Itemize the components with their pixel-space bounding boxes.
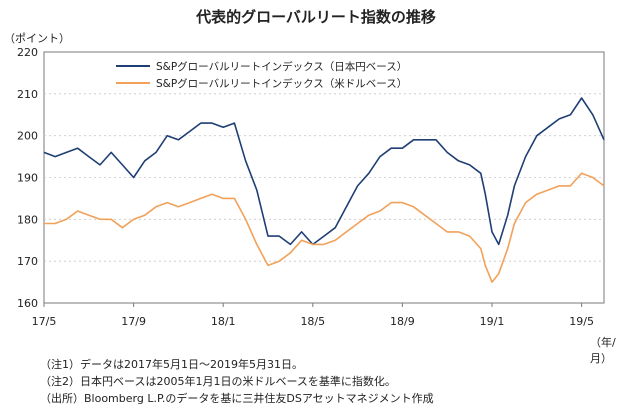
y-tick-label: 190 bbox=[17, 172, 38, 185]
series-line-usd bbox=[44, 172, 605, 283]
x-tick-label: 18/5 bbox=[300, 315, 325, 328]
x-tick-label: 19/5 bbox=[569, 315, 594, 328]
x-tick-label: 18/1 bbox=[211, 315, 236, 328]
y-tick-label: 160 bbox=[17, 297, 38, 310]
x-tick-label: 17/9 bbox=[121, 315, 146, 328]
y-tick-label: 170 bbox=[17, 255, 38, 268]
y-tick-label: 220 bbox=[17, 46, 38, 59]
series-line-jpy bbox=[43, 97, 605, 246]
legend-label: S&Pグローバルリートインデックス（日本円ベース） bbox=[156, 60, 407, 73]
source-note: （出所）Bloomberg L.P.のデータを基に三井住友DSアセットマネジメン… bbox=[40, 392, 434, 405]
y-tick-label: 210 bbox=[17, 88, 38, 101]
y-tick-label: 200 bbox=[17, 130, 38, 143]
y-axis-unit: （ポイント） bbox=[4, 32, 70, 45]
note-2: （注2）日本円ベースは2005年1月1日の米ドルベースを基準に指数化。 bbox=[40, 375, 396, 388]
chart-title: 代表的グローバルリート指数の推移 bbox=[196, 8, 436, 26]
x-tick-label: 17/5 bbox=[32, 315, 57, 328]
legend-label: S&Pグローバルリートインデックス（米ドルベース） bbox=[156, 77, 407, 90]
note-1: （注1）データは2017年5月1日～2019年5月31日。 bbox=[40, 358, 303, 371]
y-tick-label: 180 bbox=[17, 213, 38, 226]
x-tick-label: 18/9 bbox=[390, 315, 415, 328]
x-axis-unit: （年/月） bbox=[590, 336, 616, 365]
x-tick-label: 19/1 bbox=[480, 315, 505, 328]
